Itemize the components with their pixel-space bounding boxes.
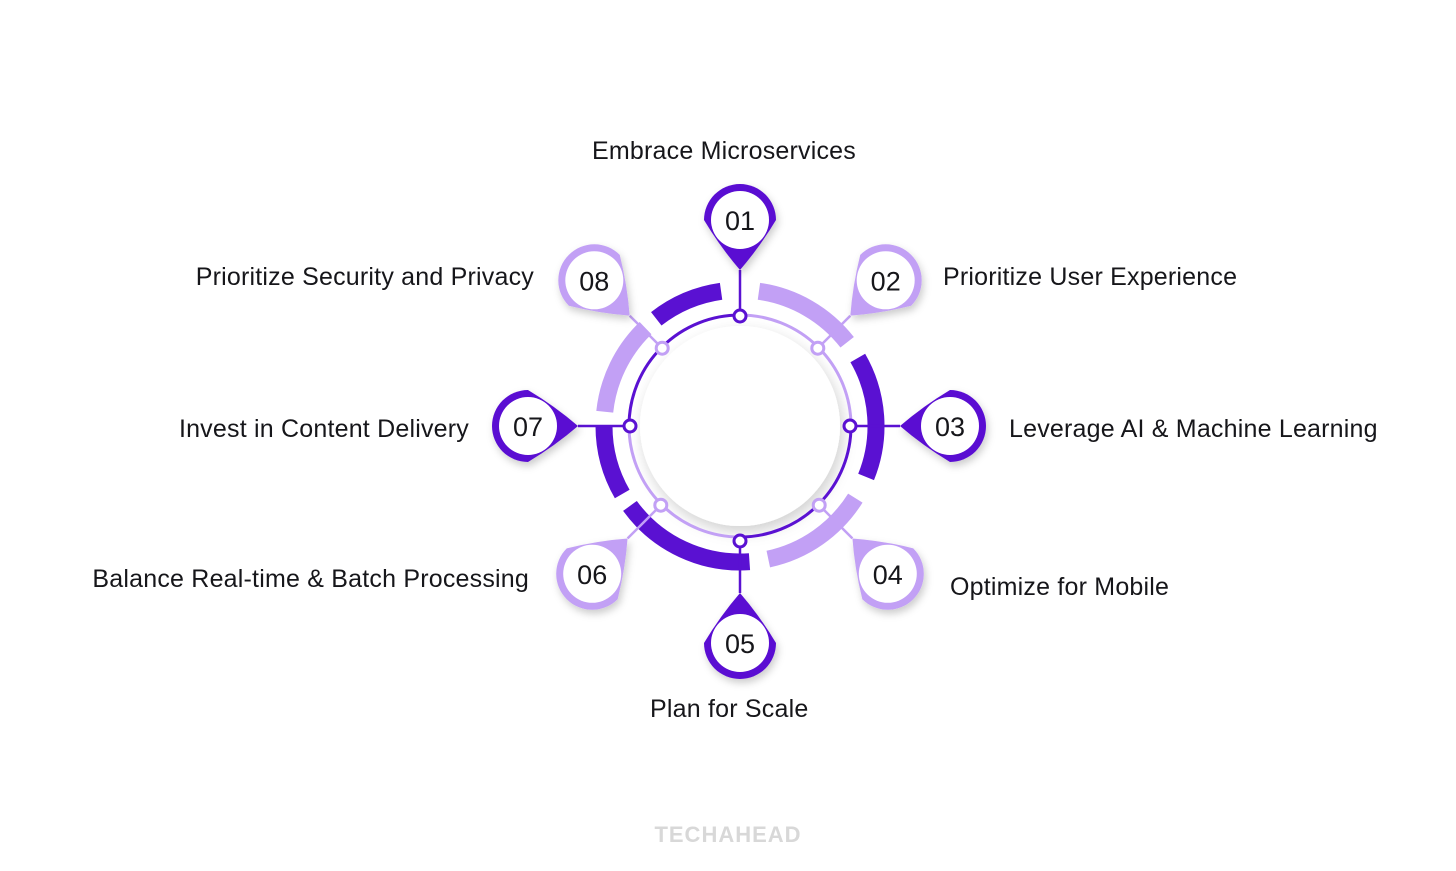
ring-node-06	[653, 497, 669, 513]
step-number-06: 06	[577, 560, 607, 590]
pin-face-05	[711, 614, 769, 672]
step-number-03: 03	[935, 412, 965, 442]
step-label-01: Embrace Microservices	[592, 137, 856, 165]
connector-line-06	[626, 504, 662, 540]
pin-face-02	[856, 251, 915, 310]
arc-segment-5	[595, 425, 630, 499]
arc-segment-3	[766, 493, 863, 568]
step-label-02: Prioritize User Experience	[943, 263, 1238, 291]
step-number-05: 05	[725, 629, 755, 659]
step-number-07: 07	[513, 412, 543, 442]
step-label-05: Plan for Scale	[650, 695, 809, 723]
step-number-02: 02	[871, 266, 901, 296]
step-number-04: 04	[873, 560, 903, 590]
step-label-08: Prioritize Security and Privacy	[195, 263, 534, 291]
pin-face-04	[858, 544, 917, 603]
step-number-08: 08	[579, 266, 609, 296]
ring-node-01	[732, 308, 748, 324]
connector-line-02	[816, 314, 852, 350]
pin-face-03	[921, 397, 979, 455]
step-pin-01	[704, 184, 776, 270]
step-pin-04	[852, 538, 924, 610]
ring-node-08	[654, 340, 670, 356]
step-label-03: Leverage AI & Machine Learning	[1009, 415, 1378, 443]
arc-segment-2	[850, 353, 885, 481]
step-pin-03	[900, 390, 986, 462]
pin-face-08	[565, 251, 624, 310]
step-number-01: 01	[725, 206, 755, 236]
pin-face-06	[563, 544, 622, 603]
step-pin-08	[558, 244, 630, 316]
arc-segment-6	[596, 322, 652, 413]
step-label-07: Invest in Content Delivery	[178, 415, 469, 443]
ring-node-07	[622, 418, 638, 434]
step-pin-02	[850, 244, 922, 316]
ring-node-02	[810, 340, 826, 356]
pin-face-07	[499, 397, 557, 455]
step-pin-06	[556, 538, 628, 610]
step-label-06: Balance Real-time & Batch Processing	[92, 565, 529, 593]
arc-segment-7	[651, 282, 723, 326]
center-disc	[640, 326, 840, 526]
ring-node-04	[811, 497, 827, 513]
arc-segment-1	[757, 282, 854, 348]
ring-node-05	[732, 533, 748, 549]
techahead-logo: TECHAHEAD	[654, 822, 802, 847]
connector-line-08	[628, 314, 664, 350]
ring-node-03	[842, 418, 858, 434]
connector-line-04	[818, 504, 854, 540]
step-label-04: Optimize for Mobile	[950, 573, 1170, 601]
step-pin-07	[492, 390, 578, 462]
arc-segment-4	[623, 500, 751, 571]
pin-face-01	[711, 191, 769, 249]
step-pin-05	[704, 593, 776, 679]
